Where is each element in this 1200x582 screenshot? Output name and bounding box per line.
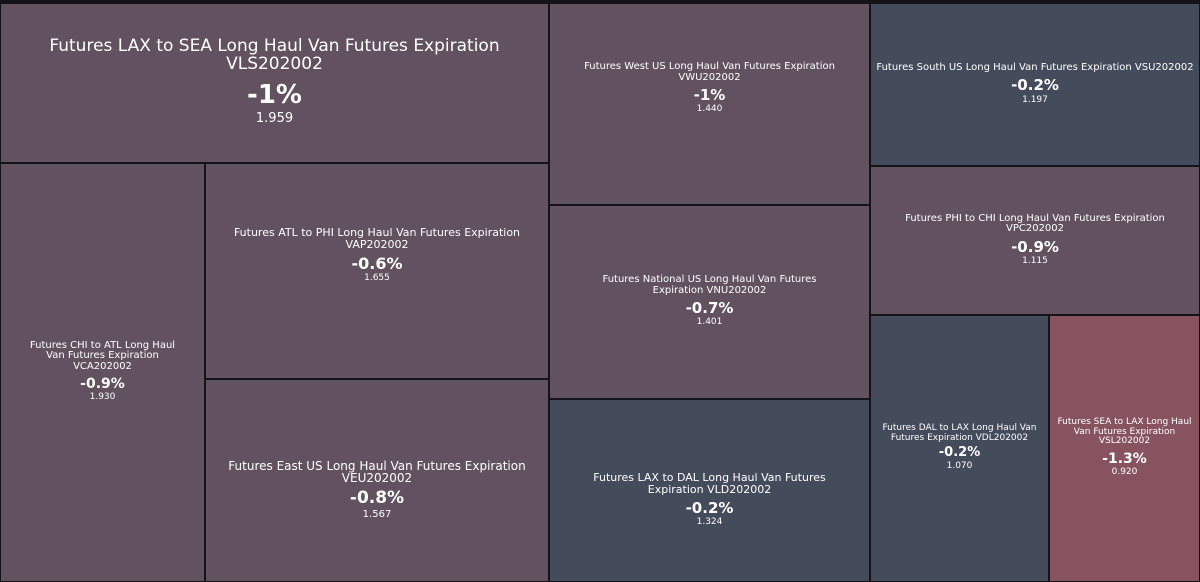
tile-change: -0.2% xyxy=(938,445,981,461)
treemap-tile[interactable]: Futures PHI to CHI Long Haul Van Futures… xyxy=(870,166,1200,315)
tile-change: -0.8% xyxy=(349,487,405,508)
tile-value: 1.655 xyxy=(364,272,390,283)
treemap-tile[interactable]: Futures East US Long Haul Van Futures Ex… xyxy=(205,379,549,582)
tile-value: 1.115 xyxy=(1022,255,1048,266)
tile-name: Futures West US Long Haul Van Futures Ex… xyxy=(584,61,835,83)
tile-name: Futures CHI to ATL Long Haul Van Futures… xyxy=(29,339,176,372)
tile-name: Futures DAL to LAX Long Haul Van Futures… xyxy=(882,423,1037,443)
tile-change: -0.9% xyxy=(80,376,125,393)
tile-change: -0.9% xyxy=(1011,237,1059,256)
tile-name: Futures LAX to DAL Long Haul Van Futures… xyxy=(593,471,826,497)
treemap-tile[interactable]: Futures DAL to LAX Long Haul Van Futures… xyxy=(870,315,1049,582)
tile-name: Futures National US Long Haul Van Future… xyxy=(602,274,817,296)
treemap-tile[interactable]: Futures National US Long Haul Van Future… xyxy=(549,205,870,399)
tile-change: -1% xyxy=(693,86,726,105)
treemap-tile[interactable]: Futures LAX to DAL Long Haul Van Futures… xyxy=(549,399,870,582)
tile-change: -1.3% xyxy=(1102,450,1147,467)
tile-value: 0.920 xyxy=(1111,466,1138,477)
tile-name: Futures PHI to CHI Long Haul Van Futures… xyxy=(905,212,1165,235)
tile-value: 1.401 xyxy=(696,317,723,328)
tile-name: Futures SEA to LAX Long Haul Van Futures… xyxy=(1057,417,1192,447)
tile-name: Futures East US Long Haul Van Futures Ex… xyxy=(228,458,526,486)
tile-name: Futures South US Long Haul Van Futures E… xyxy=(876,61,1194,73)
tile-change: -0.2% xyxy=(685,498,734,517)
tile-value: 1.070 xyxy=(946,461,973,472)
tile-change: -1% xyxy=(247,79,302,110)
tile-value: 1.197 xyxy=(1022,94,1048,105)
tile-value: 1.567 xyxy=(362,509,392,521)
tile-change: -0.2% xyxy=(1011,76,1059,95)
tile-value: 1.324 xyxy=(696,516,723,527)
tile-name: Futures ATL to PHI Long Haul Van Futures… xyxy=(233,226,521,251)
treemap-tile[interactable]: Futures LAX to SEA Long Haul Van Futures… xyxy=(0,3,549,163)
tile-value: 1.930 xyxy=(89,392,116,403)
treemap-tile[interactable]: Futures West US Long Haul Van Futures Ex… xyxy=(549,3,870,205)
treemap-tile[interactable]: Futures South US Long Haul Van Futures E… xyxy=(870,3,1200,166)
treemap-tile[interactable]: Futures CHI to ATL Long Haul Van Futures… xyxy=(0,163,205,582)
tile-value: 1.959 xyxy=(255,110,294,126)
treemap-tile[interactable]: Futures SEA to LAX Long Haul Van Futures… xyxy=(1049,315,1200,582)
tile-change: -0.6% xyxy=(351,253,403,273)
tile-change: -0.7% xyxy=(685,299,734,318)
tile-name: Futures LAX to SEA Long Haul Van Futures… xyxy=(49,36,500,75)
tile-value: 1.440 xyxy=(696,104,723,115)
treemap-tile[interactable]: Futures ATL to PHI Long Haul Van Futures… xyxy=(205,163,549,379)
